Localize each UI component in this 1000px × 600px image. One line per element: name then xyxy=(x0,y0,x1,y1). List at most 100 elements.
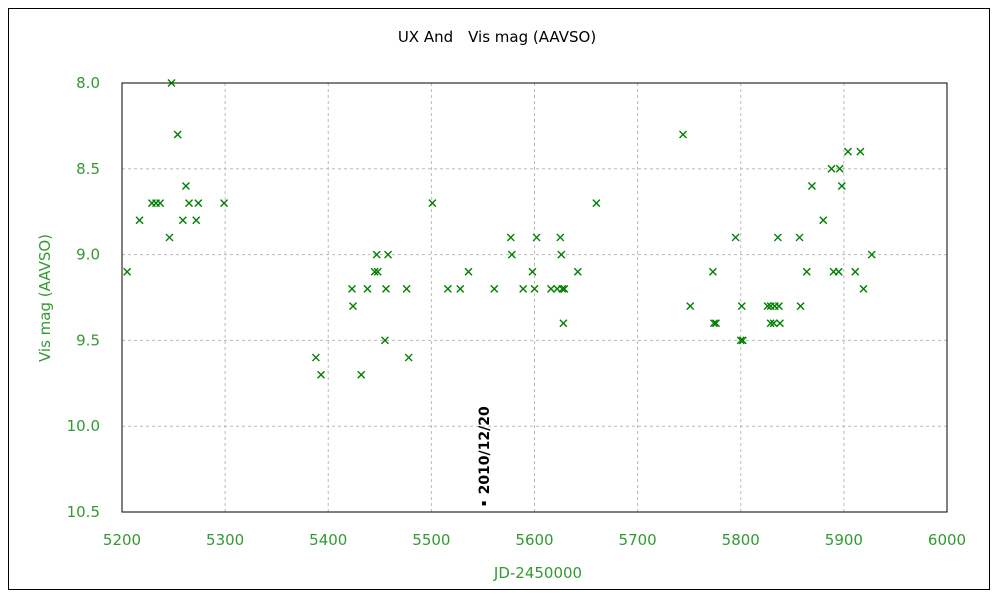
data-point xyxy=(194,199,203,208)
data-point xyxy=(428,199,437,208)
data-point xyxy=(679,130,687,139)
data-point xyxy=(736,336,745,345)
data-point xyxy=(464,267,473,276)
data-point xyxy=(220,199,229,208)
data-point xyxy=(766,319,775,328)
data-point xyxy=(775,319,784,328)
data-point xyxy=(795,233,804,242)
data-point xyxy=(844,147,852,156)
x-tick-label: 5600 xyxy=(515,531,553,549)
data-point xyxy=(532,233,541,242)
data-point xyxy=(404,353,413,362)
data-point xyxy=(192,216,201,225)
data-point xyxy=(347,284,356,293)
x-axis-label: JD-2450000 xyxy=(493,564,582,582)
data-point xyxy=(380,336,389,345)
data-point xyxy=(834,267,843,276)
data-point xyxy=(557,250,566,259)
x-tick-label: 5200 xyxy=(103,531,141,549)
data-point xyxy=(802,267,811,276)
y-tick-label: 8.5 xyxy=(76,160,100,178)
data-point xyxy=(819,216,828,225)
annotations: 2010/12/20 xyxy=(477,406,493,506)
data-point xyxy=(402,284,411,293)
chart-frame xyxy=(8,8,990,590)
data-point xyxy=(737,302,746,311)
data-point xyxy=(763,302,772,311)
data-point xyxy=(173,130,182,139)
data-point xyxy=(490,284,499,293)
x-tick-label: 5400 xyxy=(309,531,347,549)
x-tick-label: 5800 xyxy=(722,531,760,549)
data-point xyxy=(738,336,747,345)
data-point xyxy=(506,233,515,242)
data-point xyxy=(774,302,783,311)
y-tick-label: 10.5 xyxy=(67,503,100,521)
data-point xyxy=(178,216,187,225)
data-point xyxy=(373,267,382,276)
data-point xyxy=(827,164,836,173)
data-point xyxy=(382,284,390,293)
data-point xyxy=(135,216,144,225)
y-tick-label: 8.0 xyxy=(76,74,100,92)
data-point xyxy=(167,79,176,87)
data-point xyxy=(769,319,778,328)
data-point xyxy=(556,233,565,242)
data-point xyxy=(317,370,326,379)
data-point xyxy=(558,284,567,293)
data-point xyxy=(856,147,865,156)
data-point xyxy=(519,284,528,293)
data-point xyxy=(507,250,516,259)
data-points xyxy=(123,79,876,379)
data-point xyxy=(560,284,569,293)
data-point xyxy=(796,302,805,311)
annotation-label: 2010/12/20 xyxy=(477,406,493,494)
data-point xyxy=(311,353,320,362)
y-tick-label: 9.0 xyxy=(76,246,100,264)
annotation-marker xyxy=(481,501,486,506)
x-tick-label: 5300 xyxy=(206,531,244,549)
data-point xyxy=(181,181,190,190)
data-point xyxy=(185,199,194,208)
data-point xyxy=(372,250,381,259)
data-point xyxy=(528,267,537,276)
data-point xyxy=(835,164,844,173)
x-tick-label: 5700 xyxy=(619,531,657,549)
data-point xyxy=(349,302,357,311)
data-point xyxy=(530,284,539,293)
y-axis-label: Vis mag (AAVSO) xyxy=(36,234,54,362)
data-point xyxy=(709,319,718,328)
data-point xyxy=(592,199,601,208)
data-point xyxy=(559,319,568,328)
data-point xyxy=(456,284,465,293)
data-point xyxy=(363,284,372,293)
data-point xyxy=(357,370,366,379)
data-point xyxy=(123,267,132,276)
data-point xyxy=(773,233,782,242)
data-point xyxy=(708,267,717,276)
data-point xyxy=(384,250,393,259)
y-tick-label: 10.0 xyxy=(67,417,100,435)
x-tick-label: 6000 xyxy=(928,531,966,549)
data-point xyxy=(712,319,720,328)
data-point xyxy=(547,284,555,293)
plot-area xyxy=(121,82,948,513)
x-tick-label: 5900 xyxy=(825,531,863,549)
data-point xyxy=(573,267,582,276)
data-point xyxy=(859,284,868,293)
data-point xyxy=(851,267,860,276)
data-point xyxy=(443,284,452,293)
data-point xyxy=(156,199,165,208)
data-point xyxy=(731,233,740,242)
data-point xyxy=(686,302,695,311)
data-point xyxy=(837,181,846,190)
y-tick-label: 9.5 xyxy=(76,331,100,349)
data-point xyxy=(807,181,816,190)
chart-title: UX And Vis mag (AAVSO) xyxy=(398,28,596,46)
data-point xyxy=(867,250,876,259)
data-point xyxy=(165,233,174,242)
tick-labels: 5200 5300 5400 5500 5600 5700 5800 5900 6000 8.0 8… xyxy=(67,74,967,549)
grid xyxy=(122,83,947,512)
x-tick-label: 5500 xyxy=(412,531,450,549)
